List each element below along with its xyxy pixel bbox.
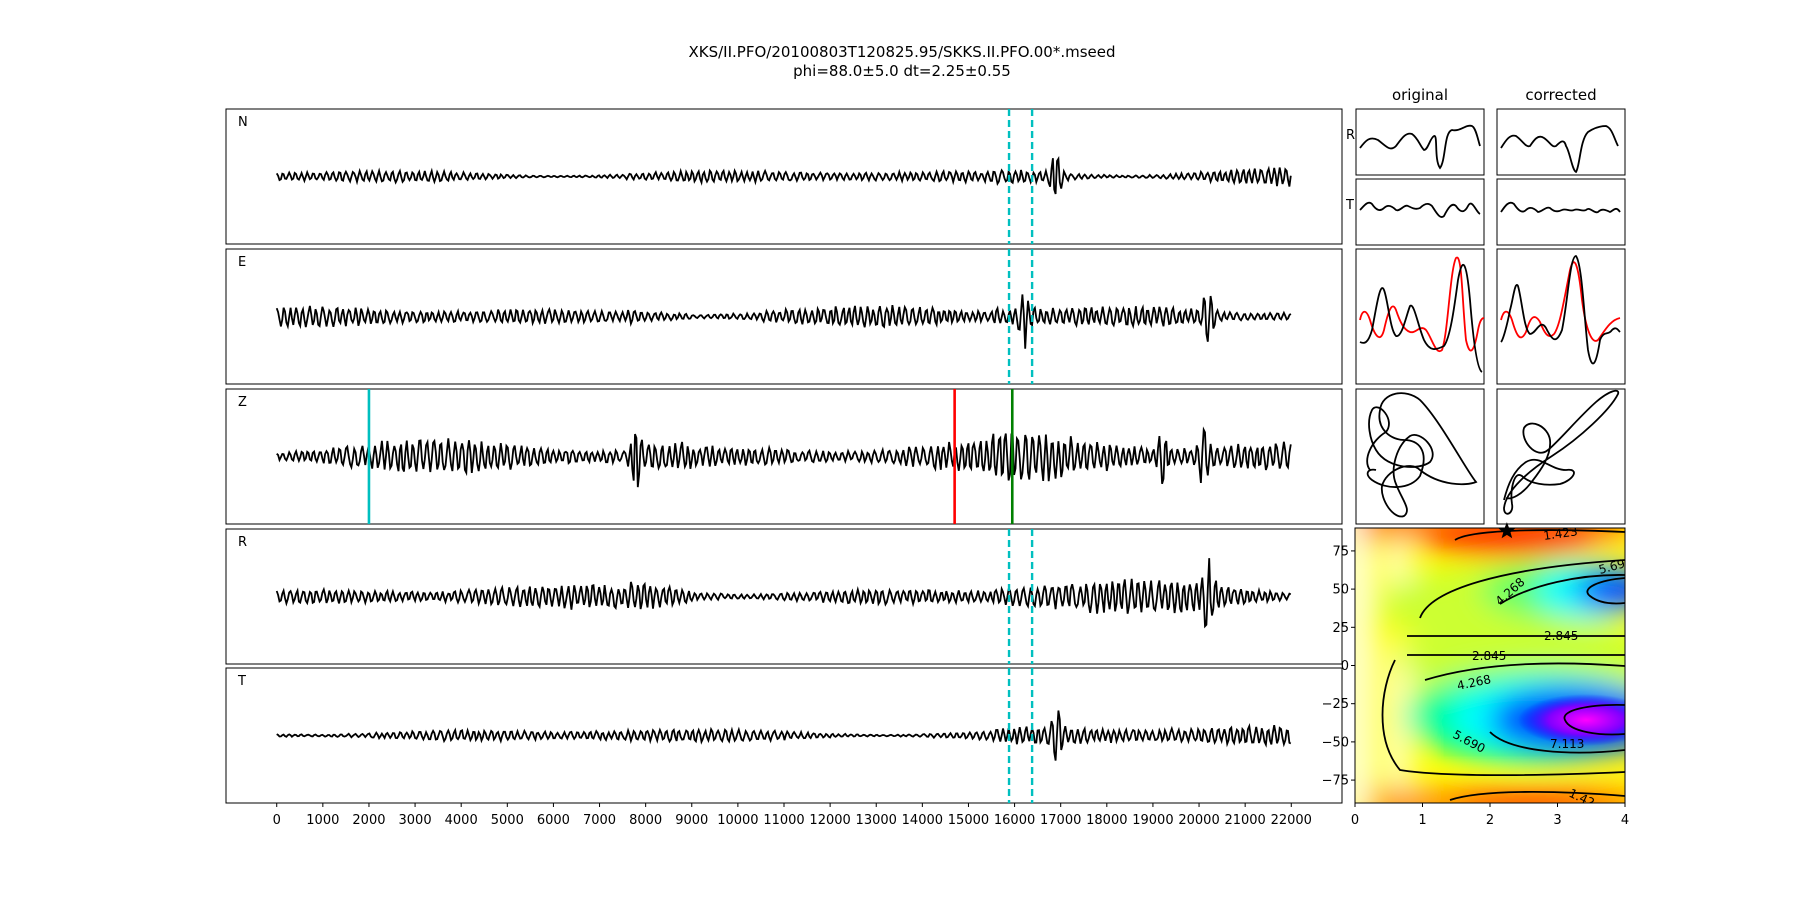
contour-label-5: 2.845 xyxy=(1472,649,1506,663)
panel-n: N xyxy=(225,108,1343,245)
panel-r-frame xyxy=(225,528,1343,665)
panel-z: Z xyxy=(225,388,1343,525)
orig-r-frame xyxy=(1355,108,1485,176)
panel-r: R xyxy=(225,528,1343,665)
orig-overlay-frame xyxy=(1355,248,1485,385)
x-tick-label: 19000 xyxy=(1132,813,1173,828)
contour-label-8: 7.113 xyxy=(1550,737,1584,751)
panel-z-frame xyxy=(225,388,1343,525)
panel-e: E xyxy=(225,248,1343,385)
panel-e-label: E xyxy=(238,255,246,270)
best-fit-star-marker xyxy=(1498,522,1516,539)
orig-overlay-red xyxy=(1359,256,1485,353)
heat-y-tick-label: 0 xyxy=(1341,659,1349,674)
corr-r-wave xyxy=(1500,125,1619,174)
trace-n xyxy=(275,155,1292,195)
x-tick-label: 16000 xyxy=(994,813,1035,828)
window-waveform-panels: R T xyxy=(1345,108,1626,525)
row-label-r: R xyxy=(1346,128,1355,143)
figure-title: XKS/II.PFO/20100803T120825.95/SKKS.II.PF… xyxy=(688,43,1115,61)
column-title-original: original xyxy=(1392,86,1448,104)
trace-r xyxy=(275,558,1292,629)
corr-particle-motion xyxy=(1503,389,1620,515)
heat-y-tick-label: −75 xyxy=(1322,774,1349,789)
orig-t-wave xyxy=(1359,201,1481,218)
x-tick-label: 22000 xyxy=(1271,813,1312,828)
x-tick-label: 5000 xyxy=(491,813,524,828)
x-tick-label: 17000 xyxy=(1040,813,1081,828)
x-tick-label: 11000 xyxy=(763,813,804,828)
heat-x-tick-label: 2 xyxy=(1486,813,1494,828)
heat-y-tick-label: 25 xyxy=(1332,621,1349,636)
x-tick-label: 7000 xyxy=(583,813,616,828)
x-tick-label: 3000 xyxy=(399,813,432,828)
column-title-corrected: corrected xyxy=(1525,86,1596,104)
panel-e-frame xyxy=(225,248,1343,385)
corr-overlay-red xyxy=(1500,261,1621,342)
corr-pm-frame xyxy=(1496,388,1626,525)
x-tick-label: 14000 xyxy=(902,813,943,828)
corr-t-wave xyxy=(1500,201,1621,214)
x-tick-label: 15000 xyxy=(948,813,989,828)
x-tick-label: 18000 xyxy=(1086,813,1127,828)
trace-e xyxy=(275,294,1292,349)
error-surface-axes: 0 1 2 3 4 75 50 25 0 −25 −50 −75 xyxy=(1322,544,1630,828)
corr-t-frame xyxy=(1496,178,1626,246)
orig-r-wave xyxy=(1359,124,1481,170)
panel-n-frame xyxy=(225,108,1343,245)
heat-x-tick-label: 4 xyxy=(1621,813,1629,828)
x-tick-label: 1000 xyxy=(306,813,339,828)
orig-t-frame xyxy=(1355,178,1485,246)
panel-t: T xyxy=(225,667,1343,804)
orig-pm-frame xyxy=(1355,388,1485,525)
x-tick-label: 10000 xyxy=(717,813,758,828)
trace-t xyxy=(276,710,1292,761)
panel-r-label: R xyxy=(238,535,247,550)
heat-y-tick-label: 50 xyxy=(1332,583,1349,598)
x-tick-label: 0 xyxy=(273,813,281,828)
x-tick-label: 21000 xyxy=(1224,813,1265,828)
trace-panels: N E Z R T 0 1000 2000 3000 4000 5000 6000 7000 8… xyxy=(225,108,1343,828)
contour-label-4: 2.845 xyxy=(1544,629,1578,643)
contour-label-1: 1.423 xyxy=(1542,524,1578,543)
row-label-t: T xyxy=(1345,198,1354,213)
window-markers xyxy=(367,109,1034,803)
x-tick-label: 6000 xyxy=(537,813,570,828)
contour-label-2: 5.69 xyxy=(1597,556,1626,576)
x-axis-ticks: 0 1000 2000 3000 4000 5000 6000 7000 8000 9000 100… xyxy=(273,803,1312,828)
x-tick-label: 8000 xyxy=(629,813,662,828)
heat-x-tick-label: 0 xyxy=(1351,813,1359,828)
figure-subtitle: phi=88.0±5.0 dt=2.25±0.55 xyxy=(793,62,1011,80)
orig-particle-motion xyxy=(1366,392,1478,518)
corr-r-frame xyxy=(1496,108,1626,176)
error-surface: 1.423 5.69 4.268 2.845 2.845 4.268 5.690… xyxy=(1322,522,1630,828)
corr-overlay-black xyxy=(1500,255,1621,365)
panel-z-label: Z xyxy=(238,395,247,410)
panel-t-label: T xyxy=(237,674,246,689)
x-tick-label: 12000 xyxy=(809,813,850,828)
orig-overlay-black xyxy=(1359,263,1483,373)
x-tick-label: 20000 xyxy=(1178,813,1219,828)
x-tick-label: 2000 xyxy=(352,813,385,828)
x-tick-label: 4000 xyxy=(445,813,478,828)
heat-y-tick-label: 75 xyxy=(1332,544,1349,559)
trace-z xyxy=(276,426,1292,488)
heat-x-tick-label: 3 xyxy=(1553,813,1561,828)
contour-label-6: 4.268 xyxy=(1456,672,1493,693)
heat-y-tick-label: −50 xyxy=(1322,735,1349,750)
x-tick-label: 9000 xyxy=(675,813,708,828)
x-tick-label: 13000 xyxy=(856,813,897,828)
panel-n-label: N xyxy=(238,115,248,130)
corr-overlay-frame xyxy=(1496,248,1626,385)
heat-x-tick-label: 1 xyxy=(1418,813,1426,828)
heat-y-tick-label: −25 xyxy=(1322,697,1349,712)
